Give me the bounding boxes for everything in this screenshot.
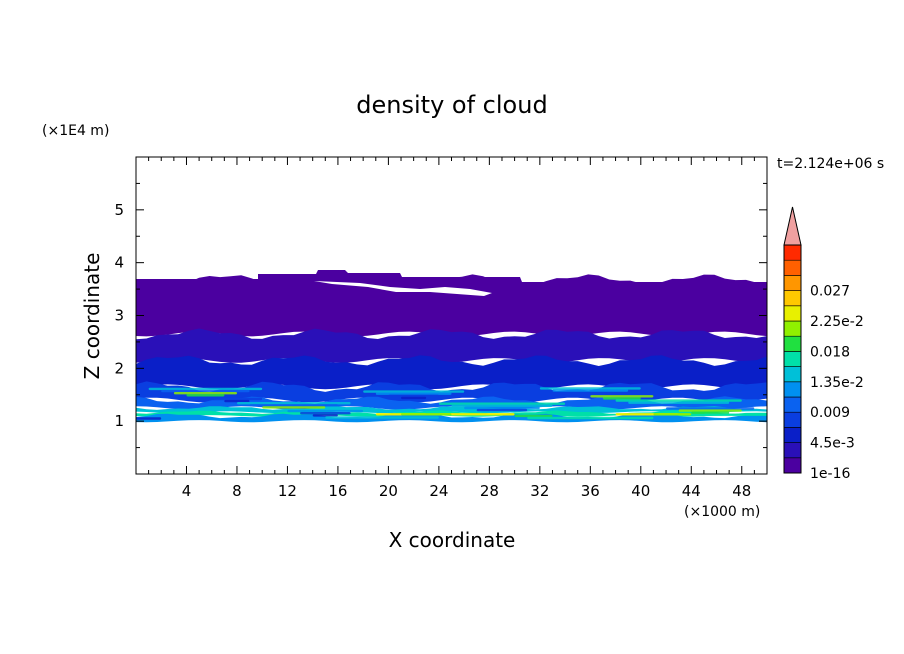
- colorbar-cell: [783, 335, 802, 352]
- colorbar-extend-arrow: [783, 206, 802, 246]
- colorbar-cell: [783, 275, 802, 291]
- x-tick-label: 36: [581, 482, 600, 500]
- x-tick-label: 4: [182, 482, 192, 500]
- cloud-streak: [237, 402, 351, 405]
- cloud-band: [136, 355, 767, 390]
- x-tick-label: 44: [682, 482, 701, 500]
- colorbar-label: 0.009: [810, 405, 850, 421]
- cloud-streak: [590, 395, 654, 398]
- cloud-streak: [552, 389, 629, 392]
- cloud-streak: [666, 407, 755, 410]
- colorbar-cell: [783, 427, 802, 443]
- cloud-streak: [249, 404, 338, 407]
- x-tick-label: 32: [530, 482, 549, 500]
- cloud-streak: [363, 390, 465, 393]
- x-axis-label: X coordinate: [389, 528, 516, 552]
- colorbar-frame: [783, 244, 802, 474]
- y-tick-label: 3: [114, 307, 124, 325]
- y-tick-label: 1: [114, 412, 124, 430]
- x-unit-label: (×1000 m): [684, 504, 760, 520]
- cloud-streak: [262, 406, 326, 409]
- cloud-streak: [375, 392, 452, 395]
- colorbar-cell: [783, 244, 802, 261]
- cloud-streak: [451, 404, 553, 407]
- y-tick-label: 4: [114, 254, 124, 272]
- cloud-streak: [691, 411, 730, 414]
- x-axis: 4 8 12 16 20 24 28 32 36 40 44 48: [148, 157, 755, 500]
- colorbar-cell: [783, 351, 802, 367]
- cloud-streak-high: [401, 413, 452, 416]
- colorbar-cell: [783, 290, 802, 307]
- chart-title: density of cloud: [356, 91, 547, 119]
- y-axis: 1 2 3 4 5: [114, 182, 767, 449]
- cloud-streak: [628, 401, 730, 404]
- plot-area: [136, 270, 767, 423]
- colorbar-label: 1.35e-2: [810, 375, 864, 391]
- colorbar-cell: [783, 320, 802, 337]
- x-tick-label: 28: [480, 482, 499, 500]
- colorbar-label: 1e-16: [810, 466, 850, 482]
- cloud-streak: [678, 409, 742, 412]
- colorbar-label: 4.5e-3: [810, 436, 855, 452]
- cloud-streak: [211, 397, 263, 401]
- time-label: t=2.124e+06 s: [777, 156, 884, 172]
- cloud-streak-high: [438, 413, 515, 416]
- cloud-streak: [312, 414, 338, 417]
- cloud-gap: [314, 281, 492, 296]
- cloud-streak: [161, 389, 250, 393]
- cloud-streak: [148, 387, 263, 391]
- cloud-streak: [615, 399, 742, 402]
- cloud-streak-high: [653, 413, 692, 416]
- cloud-band: [136, 413, 767, 423]
- y-axis-label: Z coordinate: [80, 253, 104, 380]
- cloud-streak: [300, 412, 351, 415]
- cloud-streak: [325, 416, 439, 419]
- colorbar-cell: [783, 259, 802, 276]
- cloud-streak: [173, 392, 237, 395]
- cloud-streak: [224, 399, 250, 403]
- cloud-streak: [527, 416, 654, 420]
- colorbar: 1e-16 4.5e-3 0.009 1.35e-2 0.018 2.25e-2 0.027: [783, 206, 864, 482]
- cloud-streak: [287, 409, 364, 413]
- colorbar-cell: [783, 305, 802, 322]
- x-tick-label: 48: [732, 482, 751, 500]
- colorbar-cell: [783, 381, 802, 398]
- colorbar-cell: [783, 442, 802, 459]
- x-tick-label: 12: [278, 482, 297, 500]
- cloud-streak: [514, 414, 553, 418]
- cloud-streak: [602, 397, 641, 400]
- cloud-streak: [703, 413, 767, 416]
- x-tick-label: 24: [429, 482, 448, 500]
- x-tick-label: 40: [631, 482, 650, 500]
- x-tick-label: 16: [328, 482, 347, 500]
- colorbar-label: 0.018: [810, 344, 850, 360]
- cloud-streak: [186, 394, 225, 397]
- colorbar-cell: [783, 396, 802, 413]
- cloud-band: [136, 328, 767, 363]
- x-tick-label: 20: [379, 482, 398, 500]
- cloud-streak: [438, 402, 566, 405]
- cloud-streak: [401, 396, 427, 400]
- cloud-streak: [388, 394, 439, 397]
- cloud-streak: [136, 417, 162, 420]
- colorbar-cell: [783, 366, 802, 383]
- colorbar-label: 2.25e-2: [810, 314, 864, 330]
- y-tick-label: 5: [114, 201, 124, 219]
- colorbar-label: 0.027: [810, 284, 850, 300]
- cloud-streak: [539, 387, 641, 390]
- x-tick-label: 8: [232, 482, 242, 500]
- y-unit-label: (×1E4 m): [42, 123, 109, 139]
- cloud-top-contour: [136, 270, 767, 290]
- cloud-streak: [476, 408, 528, 412]
- colorbar-cell: [783, 457, 802, 474]
- y-tick-label: 2: [114, 359, 124, 377]
- cloud-streak: [464, 406, 540, 410]
- cloud-texture: [136, 387, 767, 420]
- colorbar-cell: [783, 411, 802, 428]
